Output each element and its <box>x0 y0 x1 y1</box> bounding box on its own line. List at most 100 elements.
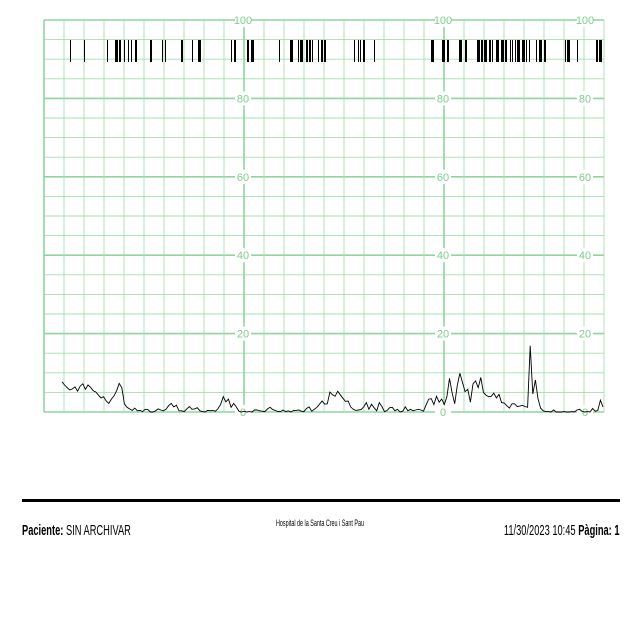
event-marker <box>492 40 493 62</box>
hospital-name: Hospital de la Santa Creu i Sant Pau <box>276 518 364 528</box>
event-marker <box>312 40 313 62</box>
event-marker <box>247 40 249 62</box>
event-marker <box>544 40 546 62</box>
event-marker <box>321 40 323 62</box>
event-marker <box>374 40 375 62</box>
event-marker <box>231 40 232 62</box>
event-marker <box>181 40 183 62</box>
y-tick-label: 100 <box>234 15 252 27</box>
event-marker <box>279 40 280 62</box>
tick-label-bg <box>577 169 593 184</box>
trace-series <box>61 345 604 413</box>
event-marker <box>431 40 434 62</box>
patient-value: SIN ARCHIVAR <box>65 522 131 539</box>
event-marker <box>128 40 129 62</box>
event-marker <box>165 40 166 62</box>
event-marker <box>517 40 520 62</box>
event-marker <box>290 40 293 62</box>
event-marker <box>489 40 491 62</box>
chart-grid <box>43 19 605 413</box>
tick-label-bg <box>577 91 593 106</box>
event-marker <box>115 40 118 62</box>
event-marker <box>477 40 480 62</box>
y-tick-label: 60 <box>437 172 449 184</box>
y-tick-label: 60 <box>579 172 591 184</box>
event-marker <box>596 40 598 62</box>
patient-field: Paciente: SIN ARCHIVAR <box>22 522 131 539</box>
event-marker <box>363 40 365 62</box>
tick-label-bg <box>235 248 251 263</box>
event-marker <box>131 40 132 62</box>
event-marker <box>565 40 566 62</box>
event-marker <box>510 40 511 62</box>
event-marker <box>298 40 299 62</box>
event-marker <box>70 40 71 62</box>
event-marker <box>484 40 487 62</box>
event-marker <box>107 40 108 62</box>
tick-label-bg <box>577 248 593 263</box>
y-tick-label: 0 <box>240 407 246 419</box>
event-marker <box>505 40 507 62</box>
event-marker <box>577 40 578 62</box>
tick-label-bg <box>235 13 251 27</box>
event-marker <box>251 40 254 62</box>
event-marker <box>84 40 85 62</box>
event-marker <box>300 40 303 62</box>
tick-label-bg <box>435 91 451 106</box>
y-tick-labels: 100 80 60 40 20 0 100 80 60 40 20 0 100 80 60 40 20 0 <box>234 13 594 419</box>
tick-label-bg <box>577 326 593 341</box>
event-marker <box>309 40 311 62</box>
event-marker <box>150 40 152 62</box>
y-tick-label: 80 <box>579 93 591 105</box>
tick-label-bg <box>235 91 251 106</box>
event-marker <box>496 40 499 62</box>
event-marker <box>306 40 308 62</box>
event-marker <box>198 40 201 62</box>
event-marker <box>512 40 513 62</box>
y-tick-label: 40 <box>579 250 591 262</box>
event-marker <box>119 40 121 62</box>
event-marker <box>442 40 445 62</box>
event-marker <box>354 40 355 62</box>
trace-line <box>61 345 604 413</box>
y-tick-label: 60 <box>237 172 249 184</box>
tick-label-bg <box>235 169 251 184</box>
tick-label-bg <box>435 13 451 27</box>
y-tick-label: 40 <box>437 250 449 262</box>
y-tick-label: 100 <box>576 15 594 27</box>
tick-label-bg <box>435 326 451 341</box>
event-marker <box>324 40 326 62</box>
event-marker <box>459 40 462 62</box>
print-datetime: 11/30/2023 10:45 <box>504 522 577 539</box>
print-info: 11/30/2023 10:45 Pàgina: 1 <box>504 522 620 539</box>
event-marker <box>192 40 193 62</box>
event-marker <box>162 40 163 62</box>
tick-label-bg <box>435 169 451 184</box>
event-marker <box>318 40 319 62</box>
event-marker <box>522 40 525 62</box>
event-marker <box>358 40 359 62</box>
tick-label-bg <box>435 405 451 419</box>
y-tick-label: 20 <box>579 329 591 341</box>
page-label: Pàgina: <box>578 522 613 539</box>
event-marker <box>124 40 125 62</box>
y-tick-label: 40 <box>237 250 249 262</box>
patient-label: Paciente: <box>22 522 64 539</box>
event-marker <box>481 40 483 62</box>
y-tick-label: 80 <box>237 93 249 105</box>
event-marker <box>515 40 516 62</box>
event-marker <box>447 40 449 62</box>
y-tick-label: 20 <box>437 329 449 341</box>
event-marker <box>539 40 542 62</box>
y-tick-label: 0 <box>582 407 588 419</box>
event-marker-band <box>70 40 602 62</box>
y-tick-label: 20 <box>237 329 249 341</box>
y-tick-label: 0 <box>440 407 446 419</box>
y-tick-label: 80 <box>437 93 449 105</box>
y-tick-label: 100 <box>434 15 452 27</box>
event-marker <box>360 40 361 62</box>
event-marker <box>599 40 602 62</box>
event-marker <box>567 40 570 62</box>
event-marker <box>135 40 137 62</box>
